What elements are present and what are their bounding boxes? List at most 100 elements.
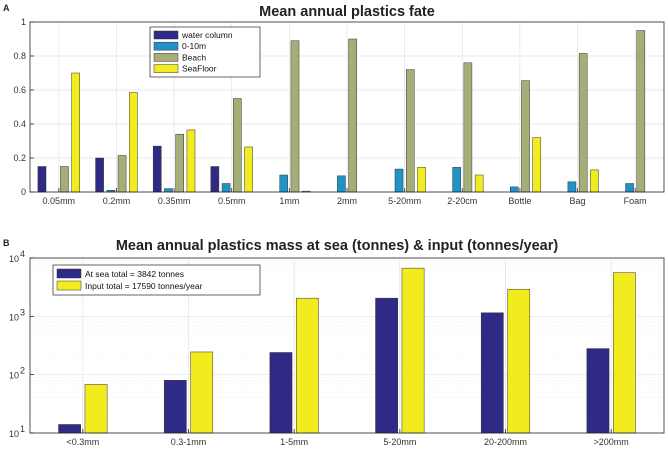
panel-a-bar xyxy=(221,183,231,193)
panel-a-bar xyxy=(452,167,461,193)
panel-a-x-tick-label: 0.05mm xyxy=(43,196,76,206)
panel-a-x-tick-label: 0.5mm xyxy=(218,196,246,206)
panel-a-bar xyxy=(417,167,426,193)
panel-a-bar xyxy=(279,174,289,193)
panel-b-title: Mean annual plastics mass at sea (tonnes… xyxy=(116,238,559,254)
panel-b-bar xyxy=(613,272,636,434)
panel-a-bar xyxy=(129,92,138,193)
panel-a: A Mean annual plastics fate 0 0.2 0.4 0.6 0.… xyxy=(3,3,665,206)
panel-b-y-tick-label: 10 xyxy=(9,371,19,381)
panel-a-bar xyxy=(175,133,184,193)
panel-a-legend-label: Beach xyxy=(182,52,206,62)
panel-b-bar xyxy=(480,312,504,434)
panel-a-bar xyxy=(567,181,577,193)
panel-b-label: B xyxy=(3,238,10,248)
panel-a-bar xyxy=(348,38,357,193)
panel-a-bar xyxy=(233,98,242,193)
panel-a-bar xyxy=(578,53,588,193)
panel-a-y-tick-label: 0.4 xyxy=(13,119,26,129)
panel-b-legend: At sea total = 3842 tonnes Input total = … xyxy=(52,264,261,296)
panel-b-axes-box xyxy=(29,257,665,434)
panel-b-bars xyxy=(58,267,636,434)
panel-b-y-tick-exponent: 1 xyxy=(20,424,25,434)
panel-a-title: Mean annual plastics fate xyxy=(259,4,435,20)
panel-a-x-tick-label: 0.35mm xyxy=(158,196,191,206)
panel-b-y-tick-exponent: 2 xyxy=(20,366,25,376)
panel-a-bar xyxy=(510,186,519,193)
panel-b: B Mean annual plastics mass at sea (tonn… xyxy=(3,238,665,447)
panel-b-y-tick-label: 10 xyxy=(9,312,19,322)
panel-b-y-tick-exponent: 3 xyxy=(20,307,25,317)
panel-a-bar xyxy=(636,30,646,193)
panel-a-legend-label: SeaFloor xyxy=(182,64,217,74)
panel-b-legend-swatch xyxy=(56,280,82,291)
panel-a-bar xyxy=(405,69,415,193)
panel-b-x-tick-label: 1-5mm xyxy=(280,437,308,447)
panel-b-bar xyxy=(269,352,293,434)
panel-b-y-tick-exponent: 4 xyxy=(20,249,25,259)
panel-b-bar xyxy=(507,289,531,434)
panel-a-x-tick-label: 2-20cm xyxy=(447,196,477,206)
panel-a-y-ticks: 0 0.2 0.4 0.6 0.8 1 xyxy=(13,17,34,197)
panel-a-y-tick-label: 0 xyxy=(21,187,26,197)
panel-a-bars xyxy=(37,30,646,193)
panel-b-legend-swatch xyxy=(56,268,82,279)
panel-a-bar xyxy=(117,155,127,193)
panel-b-x-tick-label: 0.3-1mm xyxy=(171,437,207,447)
panel-a-bar xyxy=(95,157,104,193)
panel-b-legend-label: Input total = 17590 tonnes/year xyxy=(85,281,203,291)
panel-b-y-tick-label: 10 xyxy=(9,254,19,264)
panel-b-x-tick-label: >200mm xyxy=(594,437,629,447)
panel-a-bar xyxy=(590,169,599,193)
panel-a-y-tick-label: 0.2 xyxy=(13,153,26,163)
panel-a-legend-swatch xyxy=(153,41,179,51)
panel-b-bar xyxy=(190,351,214,434)
panel-a-legend-label: water column xyxy=(181,30,233,40)
panel-a-legend-swatch xyxy=(153,64,179,73)
panel-b-bar xyxy=(586,348,610,434)
panel-a-bar xyxy=(290,40,300,193)
panel-b-x-tick-label: 5-20mm xyxy=(383,437,416,447)
panel-b-bar xyxy=(401,267,425,434)
panel-b-bar xyxy=(58,424,81,434)
panel-a-bar xyxy=(463,62,473,193)
panel-a-bar xyxy=(474,174,484,193)
panel-a-legend-swatch xyxy=(153,53,179,62)
panel-b-x-tick-label: <0.3mm xyxy=(66,437,99,447)
panel-a-bar xyxy=(152,145,162,193)
panel-a-bar xyxy=(244,146,253,193)
panel-a-y-tick-label: 0.6 xyxy=(13,85,26,95)
panel-b-x-tick-label: 20-200mm xyxy=(484,437,527,447)
panel-a-bar xyxy=(37,166,47,193)
panel-a-x-tick-label: Foam xyxy=(624,196,647,206)
panel-a-x-tick-label: 1mm xyxy=(279,196,299,206)
panel-b-bar xyxy=(84,384,108,434)
panel-a-bar xyxy=(625,183,634,193)
panel-a-x-tick-label: Bottle xyxy=(508,196,531,206)
panel-a-label: A xyxy=(3,3,10,13)
panel-b-legend-label: At sea total = 3842 tonnes xyxy=(85,269,184,279)
panel-a-x-tick-label: 0.2mm xyxy=(103,196,131,206)
panel-b-bar xyxy=(163,380,187,434)
panel-a-bar xyxy=(164,188,173,193)
panel-a-legend-label: 0-10m xyxy=(182,41,206,51)
panel-a-bar xyxy=(186,129,196,193)
panel-a-y-tick-label: 0.8 xyxy=(13,51,26,61)
panel-a-x-ticks: 0.05mm 0.2mm 0.35mm 0.5mm 1mm 2mm 5-20mm 2-20cm… xyxy=(43,188,647,206)
panel-a-x-tick-label: 5-20mm xyxy=(388,196,421,206)
panel-a-x-tick-label: 2mm xyxy=(337,196,357,206)
panel-b-x-ticks: <0.3mm 0.3-1mm 1-5mm 5-20mm 20-200mm >200mm xyxy=(66,429,629,447)
panel-a-x-tick-label: Bag xyxy=(570,196,586,206)
panel-b-y-tick-label: 10 xyxy=(9,429,19,439)
panel-a-bar xyxy=(210,166,220,193)
panel-b-bar xyxy=(296,297,319,434)
panel-b-bar xyxy=(375,297,398,434)
panel-a-bar xyxy=(521,80,530,193)
panel-a-bar xyxy=(60,166,69,193)
panel-a-bar xyxy=(337,175,346,193)
panel-a-bar xyxy=(532,137,542,193)
panel-a-bar xyxy=(71,72,80,193)
